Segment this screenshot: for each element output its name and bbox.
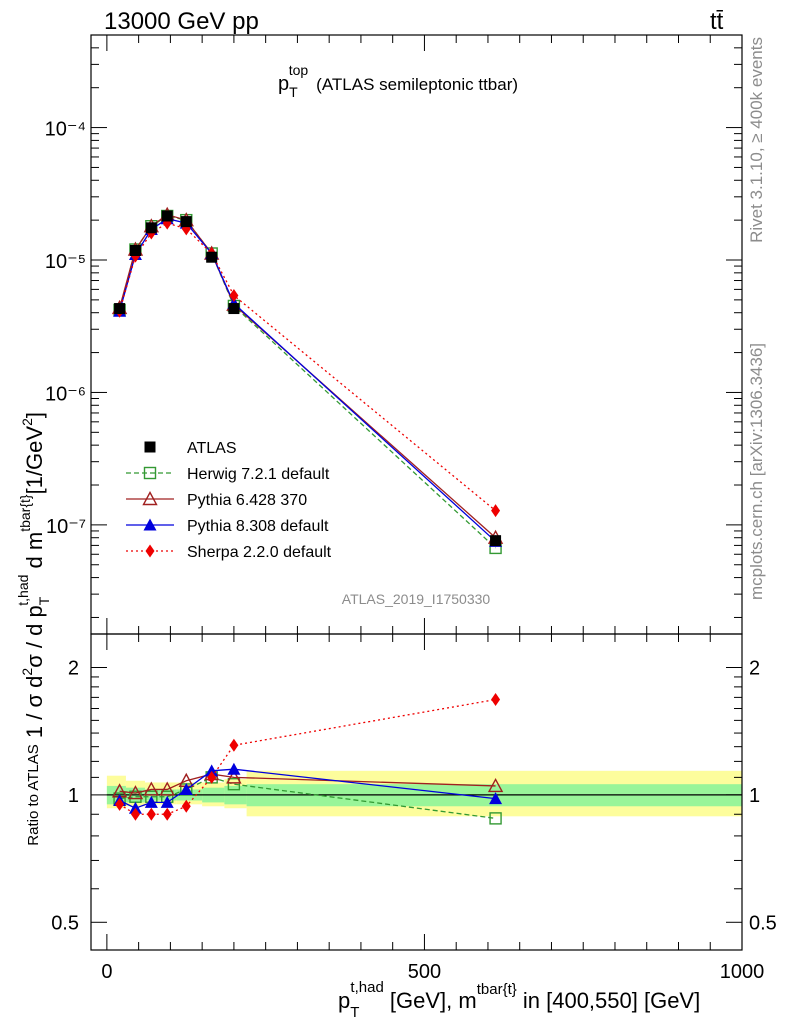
ylabel-sup-had: t,had	[15, 575, 31, 606]
ratio-point-pythia8	[205, 764, 219, 777]
legend-marker-pythia8	[143, 518, 157, 531]
ylabel-sup-m: tbar{t}	[17, 494, 33, 532]
ratio-point-pythia6	[487, 777, 504, 793]
ratio-point-sherpa	[146, 807, 156, 821]
point-data	[490, 535, 502, 547]
legend-marker-data	[144, 441, 156, 453]
main-plot-panel: 10⁻⁷ 10⁻⁶ 10⁻⁵ 10⁻⁴	[45, 34, 743, 635]
ylabel-sup2a: 2	[19, 668, 35, 676]
legend: ATLAS Herwig 7.2.1 default Pythia 6.428 37…	[126, 440, 332, 561]
title-sub: T	[289, 84, 298, 100]
xlabel-sub-t: T	[350, 1004, 359, 1021]
xlabel-a: [GeV], m	[384, 988, 477, 1013]
x-tick-label: 0	[101, 961, 112, 983]
ylabel-sup2b: 2	[19, 418, 35, 426]
ratio-y-tick-label: 0.5	[51, 912, 79, 934]
ratio-y-axis-label: Ratio to ATLAS	[25, 744, 42, 845]
ratio-y-tick-label: 1	[68, 785, 79, 807]
ratio-point-pythia6	[159, 781, 175, 796]
legend-label-data: ATLAS	[187, 440, 237, 457]
ylabel-d: [1/GeV	[22, 426, 47, 495]
analysis-id: ATLAS_2019_I1750330	[342, 591, 491, 607]
ratio-point-pythia8	[489, 792, 503, 805]
ylabel-sub-t: T	[36, 596, 52, 605]
xlabel-b: in [400,550] [GeV]	[517, 988, 700, 1013]
x-tick-label: 500	[408, 961, 441, 983]
legend-label-pythia6: Pythia 6.428 370	[187, 492, 307, 509]
ratio-y-tick-label-right: 2	[749, 658, 760, 680]
ratio-plot-panel: 0.5 0.5 1 1 2 2 0 500 1000	[51, 35, 777, 983]
legend-marker-herwig	[143, 466, 157, 480]
ratio-point-sherpa	[115, 797, 125, 811]
ylabel-b: σ / d p	[22, 605, 47, 668]
ratio-point-pythia8	[144, 795, 158, 808]
series-line-herwig	[118, 215, 497, 549]
main-y-axis-label: 1 / σ d2σ / d pTt,had d mtbar{t}[1/GeV2]	[15, 412, 52, 738]
ratio-point-sherpa	[207, 770, 217, 784]
ratio-point-pythia8	[160, 795, 174, 808]
title-sup: top	[289, 62, 309, 78]
series-line-pythia8	[118, 218, 497, 542]
ratio-point-sherpa	[162, 807, 172, 821]
mcplots-label: mcplots.cern.ch [arXiv:1306.3436]	[747, 343, 766, 600]
y-tick-label: 10⁻⁴	[45, 119, 86, 141]
legend-label-herwig: Herwig 7.2.1 default	[187, 466, 330, 483]
point-sherpa	[491, 504, 501, 518]
legend-label-pythia8: Pythia 8.308 default	[187, 518, 329, 535]
legend-marker-sherpa	[145, 544, 155, 558]
ratio-point-sherpa	[181, 799, 191, 813]
title-rest: (ATLAS semileptonic ttbar)	[316, 75, 518, 94]
ratio-point-sherpa	[130, 807, 140, 821]
point-data	[145, 222, 157, 234]
ratio-point-sherpa	[229, 738, 239, 752]
ratio-y-tick-label-right: 0.5	[749, 912, 777, 934]
ratio-point-herwig	[489, 812, 502, 825]
ylabel-e: ]	[22, 412, 47, 418]
ratio-point-herwig	[227, 777, 241, 791]
ratio-y-tick-label: 2	[68, 658, 79, 680]
ratio-point-pythia6	[127, 785, 144, 800]
ratio-y-tick-label-right: 1	[749, 785, 760, 807]
point-data	[161, 210, 173, 222]
xlabel-base: p	[338, 988, 350, 1013]
energy-label: 13000 GeV pp	[104, 8, 259, 35]
x-tick-label: 1000	[720, 961, 765, 983]
y-tick-label: 10⁻⁶	[45, 383, 86, 405]
title-base: p	[278, 73, 289, 95]
point-data	[206, 251, 218, 263]
plot-title: pTtop (ATLAS semileptonic ttbar)	[278, 62, 518, 100]
rivet-label: Rivet 3.1.10, ≥ 400k events	[747, 37, 766, 243]
xlabel-sup-m: tbar{t}	[477, 981, 517, 998]
ylabel-c: d m	[22, 532, 47, 575]
point-data	[114, 303, 126, 315]
y-tick-label: 10⁻⁷	[46, 516, 86, 538]
ratio-point-pythia8	[128, 801, 142, 814]
ratio-point-sherpa	[491, 693, 501, 707]
point-data	[228, 303, 240, 315]
process-label: tt̄	[710, 8, 724, 35]
x-axis-label: pTt,had [GeV], mtbar{t} in [400,550] [Ge…	[338, 979, 700, 1021]
xlabel-sup-had: t,had	[350, 979, 383, 996]
ratio-frame	[90, 633, 743, 951]
legend-label-sherpa: Sherpa 2.2.0 default	[187, 544, 332, 561]
point-data	[180, 216, 192, 228]
point-data	[129, 244, 141, 256]
ratio-point-pythia6	[226, 769, 242, 784]
ratio-point-pythia6	[143, 781, 160, 796]
ratio-point-pythia8	[227, 762, 241, 775]
y-tick-label: 10⁻⁵	[45, 251, 86, 273]
ratio-point-pythia8	[179, 782, 193, 795]
ylabel-a: 1 / σ d	[22, 676, 47, 739]
legend-marker-pythia6	[142, 491, 158, 506]
point-sherpa	[229, 288, 239, 302]
